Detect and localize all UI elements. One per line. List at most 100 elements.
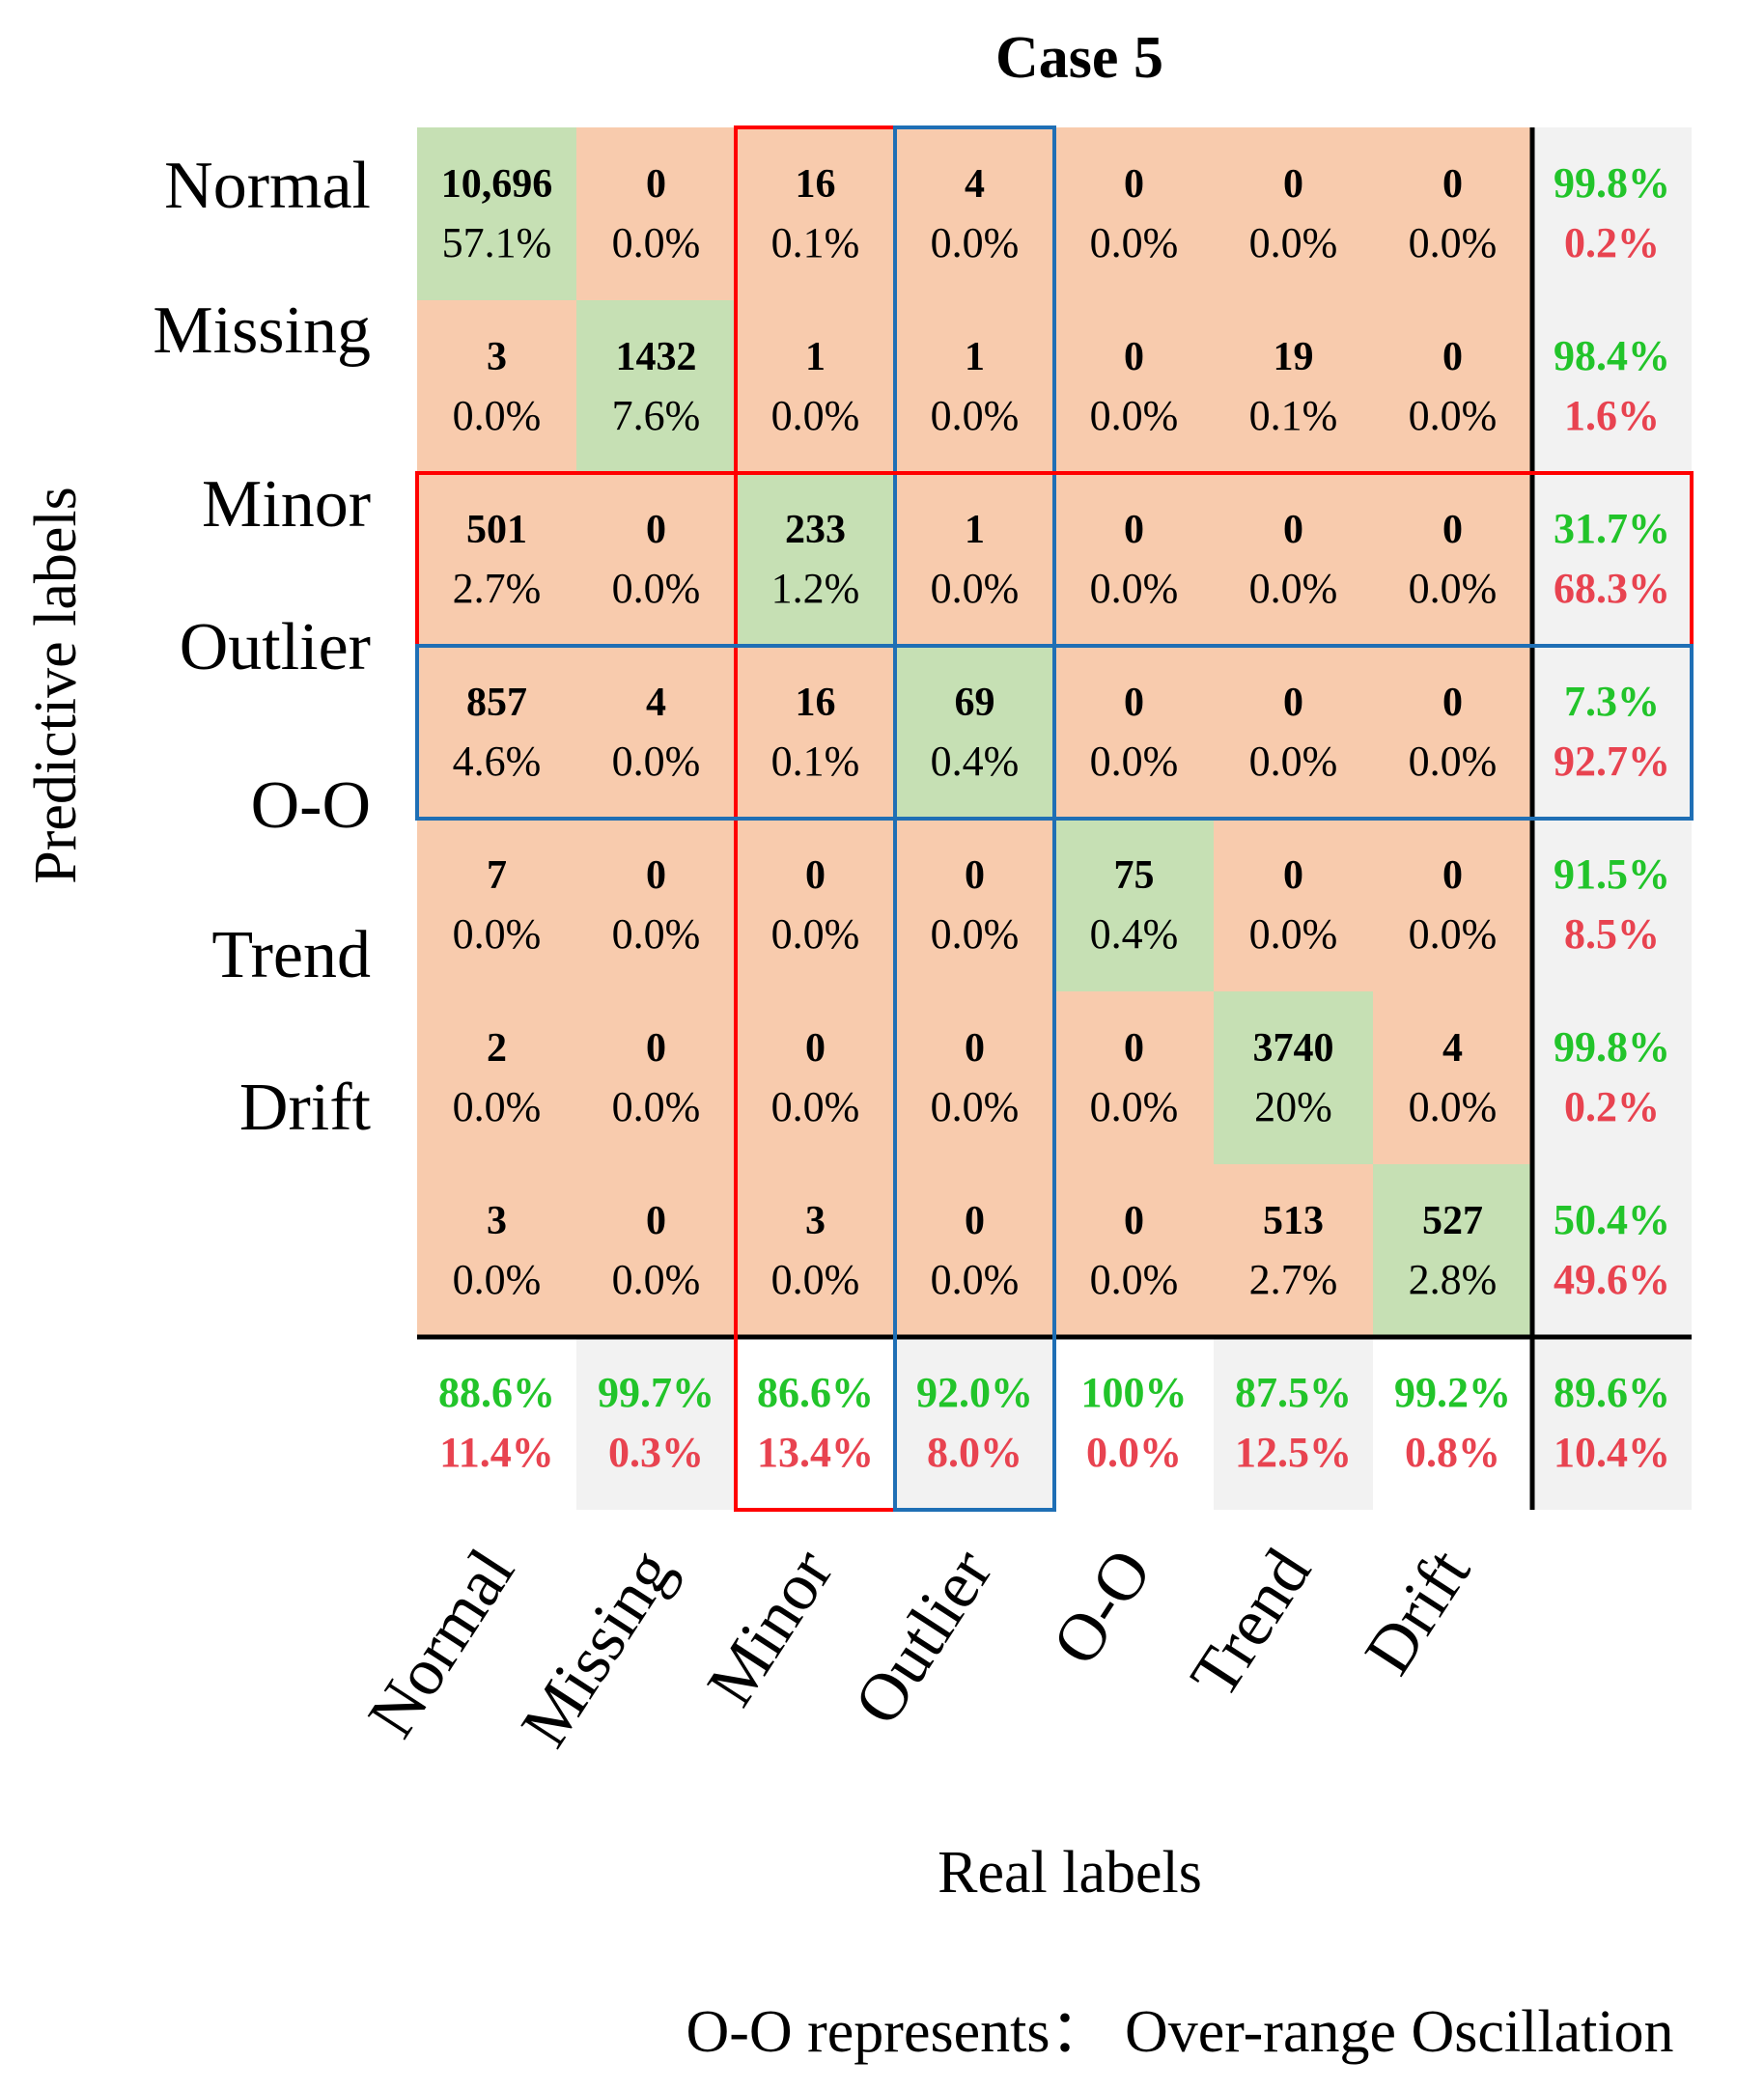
cell-r6-c5: [1214, 1164, 1373, 1337]
cell-count: 10,696: [441, 162, 553, 207]
cell-count: 1: [965, 335, 985, 379]
cell-count: 0: [646, 1199, 666, 1243]
row-summary-cell: [1532, 991, 1692, 1164]
cell-count: 513: [1263, 1199, 1324, 1243]
cell-percent: 0.0%: [1090, 565, 1179, 612]
column-summary-error: 11.4%: [439, 1429, 554, 1476]
cell-percent: 0.0%: [931, 910, 1020, 958]
cell-percent: 0.0%: [453, 910, 542, 958]
cell-count: 3740: [1253, 1026, 1334, 1071]
cell-r2-c1: [576, 473, 736, 646]
row-summary-error: 0.2%: [1564, 219, 1660, 266]
cell-r3-c0: [417, 646, 576, 819]
cell-count: 0: [1283, 853, 1303, 898]
row-summary-cell: [1532, 300, 1692, 473]
cell-count: 75: [1114, 853, 1155, 898]
overall-error: 10.4%: [1554, 1429, 1670, 1476]
row-summary-error: 68.3%: [1554, 565, 1670, 612]
cell-count: 1432: [616, 335, 697, 379]
cell-r2-c2: [736, 473, 895, 646]
row-label: Drift: [239, 1071, 372, 1145]
cell-percent: 0.0%: [771, 1256, 860, 1303]
column-summary-correct: 87.5%: [1235, 1369, 1352, 1416]
column-summary-cell: [417, 1337, 576, 1510]
cell-r0-c4: [1054, 127, 1214, 300]
cell-r6-c3: [895, 1164, 1054, 1337]
cell-percent: 0.0%: [1409, 738, 1498, 785]
cell-count: 0: [965, 1199, 985, 1243]
cell-count: 0: [1283, 681, 1303, 725]
cell-percent: 0.0%: [612, 1256, 701, 1303]
row-summary-correct: 98.4%: [1554, 332, 1670, 379]
cell-count: 0: [1124, 681, 1144, 725]
row-summary-cell: [1532, 819, 1692, 991]
row-summary-correct: 91.5%: [1554, 850, 1670, 898]
row-label: Trend: [211, 918, 371, 992]
cell-percent: 0.0%: [1409, 1083, 1498, 1130]
cell-r6-c6: [1373, 1164, 1532, 1337]
cell-count: 501: [466, 508, 527, 552]
footnote: O-O represents： Over-range Oscillation: [686, 1999, 1673, 2065]
cell-count: 1: [965, 508, 985, 552]
cell-count: 0: [1124, 1026, 1144, 1071]
cell-r4-c2: [736, 819, 895, 991]
cell-r1-c5: [1214, 300, 1373, 473]
cell-percent: 0.0%: [453, 1083, 542, 1130]
cell-count: 4: [965, 162, 985, 207]
cell-r6-c0: [417, 1164, 576, 1337]
row-label: Normal: [164, 149, 371, 223]
row-summary-correct: 50.4%: [1554, 1196, 1670, 1243]
cell-count: 16: [796, 162, 836, 207]
cell-percent: 0.0%: [931, 1083, 1020, 1130]
column-summary-error: 0.8%: [1405, 1429, 1500, 1476]
cell-percent: 0.0%: [1249, 738, 1338, 785]
row-summary-error: 92.7%: [1554, 738, 1670, 785]
row-summary-error: 0.2%: [1564, 1083, 1660, 1130]
cell-r0-c6: [1373, 127, 1532, 300]
cell-percent: 0.0%: [931, 392, 1020, 439]
cell-percent: 0.0%: [1090, 219, 1179, 266]
column-summary-correct: 99.2%: [1394, 1369, 1511, 1416]
cell-count: 0: [805, 853, 826, 898]
cell-count: 3: [487, 335, 507, 379]
cell-percent: 0.0%: [771, 910, 860, 958]
cell-percent: 0.0%: [1249, 565, 1338, 612]
cell-count: 19: [1274, 335, 1314, 379]
cell-percent: 0.4%: [1090, 910, 1179, 958]
cell-percent: 0.1%: [1249, 392, 1338, 439]
row-summary-correct: 99.8%: [1554, 1023, 1670, 1071]
cell-r2-c6: [1373, 473, 1532, 646]
cell-r3-c1: [576, 646, 736, 819]
cell-r2-c0: [417, 473, 576, 646]
cell-r3-c2: [736, 646, 895, 819]
cell-r3-c6: [1373, 646, 1532, 819]
cell-r5-c5: [1214, 991, 1373, 1164]
column-summary-error: 0.0%: [1086, 1429, 1182, 1476]
column-summary-error: 13.4%: [757, 1429, 874, 1476]
cell-r1-c0: [417, 300, 576, 473]
cell-percent: 0.0%: [612, 910, 701, 958]
cell-r3-c5: [1214, 646, 1373, 819]
cell-percent: 1.2%: [771, 565, 860, 612]
matrix-cells: [417, 127, 1692, 1510]
cell-count: 0: [1442, 508, 1463, 552]
divider-lines: [415, 125, 1694, 1512]
cell-r3-c3: [895, 646, 1054, 819]
cell-percent: 57.1%: [442, 219, 552, 266]
cell-count: 0: [805, 1026, 826, 1071]
cell-percent: 0.0%: [1409, 219, 1498, 266]
cell-count: 0: [1124, 1199, 1144, 1243]
column-summary-cell: [1214, 1337, 1373, 1510]
cell-r3-c4: [1054, 646, 1214, 819]
cell-count: 0: [1124, 162, 1144, 207]
cell-r0-c1: [576, 127, 736, 300]
cell-r1-c4: [1054, 300, 1214, 473]
cell-r4-c3: [895, 819, 1054, 991]
cell-r0-c5: [1214, 127, 1373, 300]
cell-r5-c3: [895, 991, 1054, 1164]
column-summary-correct: 100%: [1081, 1369, 1188, 1416]
cell-count: 0: [1442, 162, 1463, 207]
cell-r6-c1: [576, 1164, 736, 1337]
cell-count: 0: [646, 508, 666, 552]
y-axis-title: Predictive labels: [23, 487, 89, 883]
